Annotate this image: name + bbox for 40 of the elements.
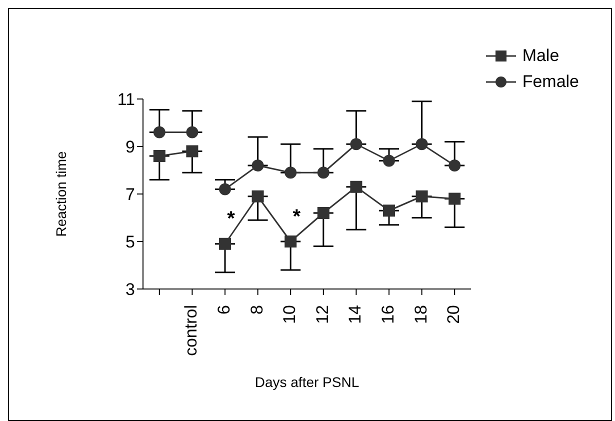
x-tick-label: 18 (411, 305, 430, 324)
annotation: * (227, 208, 236, 230)
x-tick-label: 8 (247, 305, 266, 314)
point (350, 180, 362, 193)
point (219, 238, 231, 250)
x-tick-label: 12 (312, 305, 332, 324)
x-tick-label: 10 (280, 305, 300, 324)
y-tick-label: 7 (126, 185, 135, 204)
x-axis-title: Days after PSNL (254, 374, 360, 390)
annotation: * (292, 206, 301, 228)
point (416, 190, 428, 202)
x-tick-label: 20 (444, 305, 464, 324)
point (448, 160, 461, 172)
point (416, 138, 428, 150)
point (317, 207, 330, 219)
y-tick-label: 9 (126, 138, 135, 157)
x-tick-label: control (182, 305, 201, 356)
point (448, 192, 461, 205)
point (153, 150, 166, 162)
legend-label: Female (522, 72, 579, 92)
point (252, 160, 264, 172)
y-tick-label: 11 (117, 90, 135, 110)
x-tick-label: 14 (346, 305, 365, 324)
point (317, 166, 330, 179)
x-tick-label: 6 (214, 305, 234, 314)
point (186, 145, 198, 158)
legend-label: Male (522, 46, 560, 66)
point (383, 154, 395, 167)
point (284, 166, 297, 179)
point (252, 190, 264, 202)
point (186, 126, 198, 138)
y-tick-label: 5 (126, 232, 135, 252)
point (153, 126, 166, 138)
point (284, 236, 297, 248)
x-tick-label: 16 (378, 305, 398, 324)
y-tick-label: 3 (126, 280, 135, 300)
y-axis-title: Reaction time (52, 150, 69, 237)
point (219, 183, 231, 196)
point (350, 138, 362, 150)
point (383, 204, 395, 217)
